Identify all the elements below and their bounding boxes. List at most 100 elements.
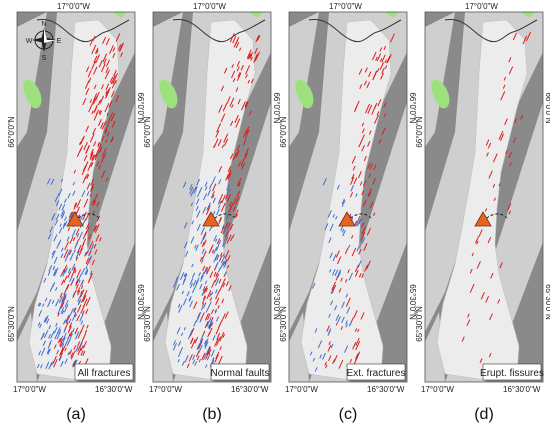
red-fracture: [375, 56, 378, 61]
blue-fracture: [71, 263, 76, 271]
blue-fracture: [189, 183, 193, 190]
red-fracture: [248, 53, 252, 59]
red-fracture: [83, 289, 88, 298]
blue-fracture: [202, 233, 207, 241]
red-fracture: [361, 144, 365, 152]
blue-fracture: [183, 274, 188, 282]
red-fracture: [220, 202, 226, 212]
red-fracture: [218, 283, 224, 292]
red-fracture: [211, 249, 215, 254]
red-fracture: [67, 271, 72, 279]
blue-fracture: [198, 272, 201, 277]
red-fracture: [360, 312, 365, 320]
red-fracture: [102, 36, 107, 45]
red-fracture: [89, 99, 93, 104]
blue-fracture: [324, 223, 329, 230]
blue-fracture: [344, 345, 349, 353]
blue-fracture: [199, 316, 203, 323]
red-fracture: [220, 226, 225, 234]
blue-fracture: [199, 334, 204, 342]
red-fracture: [199, 256, 203, 262]
red-fracture: [247, 79, 250, 84]
red-fracture: [353, 107, 357, 113]
blue-fracture: [46, 348, 50, 354]
red-fracture: [70, 211, 74, 216]
red-fracture: [92, 35, 96, 42]
red-fracture: [224, 138, 229, 146]
red-fracture: [228, 204, 233, 213]
lon-label-bottom-left: 17°0'0"W: [13, 385, 46, 394]
red-fracture: [75, 256, 79, 261]
blue-fracture: [47, 348, 51, 355]
red-fracture: [110, 138, 114, 143]
blue-fracture: [64, 358, 68, 365]
red-fracture: [228, 285, 232, 292]
blue-fracture: [207, 189, 212, 197]
red-fracture: [230, 120, 234, 127]
red-fracture: [229, 153, 234, 160]
blue-fracture: [207, 301, 212, 309]
red-fracture: [110, 112, 116, 122]
lon-label-bottom-left: 17°0'0"W: [421, 385, 454, 394]
blue-fracture: [178, 304, 183, 313]
red-fracture: [229, 223, 234, 231]
blue-fracture: [74, 241, 79, 250]
red-fracture: [222, 277, 226, 285]
red-fracture: [324, 361, 327, 366]
blue-fracture: [214, 262, 219, 270]
red-fracture: [507, 203, 512, 211]
red-fracture: [347, 269, 350, 274]
red-fracture: [189, 327, 195, 337]
lon-label-top: 17°0'0"W: [193, 2, 226, 11]
red-fracture: [65, 314, 71, 324]
red-fracture: [369, 163, 373, 170]
red-fracture: [326, 325, 330, 332]
red-fracture: [206, 346, 212, 355]
red-fracture: [353, 177, 358, 185]
red-fracture: [112, 47, 116, 52]
fracture-zone: [300, 19, 392, 381]
red-fracture: [58, 352, 63, 361]
red-fracture: [59, 347, 64, 357]
red-fracture: [209, 297, 213, 302]
blue-fracture: [195, 314, 200, 323]
red-fracture: [475, 236, 480, 244]
red-fracture: [355, 337, 360, 346]
blue-fracture: [53, 271, 57, 277]
blue-fracture: [64, 267, 68, 273]
blue-fracture: [346, 306, 351, 314]
blue-fracture: [203, 193, 207, 201]
blue-fracture: [86, 191, 90, 196]
red-fracture: [204, 313, 209, 321]
blue-fracture: [183, 241, 188, 249]
red-fracture: [235, 213, 238, 218]
red-fracture: [373, 114, 379, 124]
blue-fracture: [55, 298, 60, 307]
red-fracture: [99, 237, 102, 242]
red-fracture: [205, 208, 210, 216]
blue-fracture: [64, 304, 69, 313]
blue-fracture: [334, 305, 338, 311]
blue-fracture: [188, 296, 192, 302]
blue-fracture: [356, 245, 360, 252]
panel-title-box: [74, 363, 134, 381]
blue-fracture: [62, 269, 67, 277]
blue-fracture: [50, 178, 55, 185]
blue-fracture: [58, 356, 62, 362]
panel-letter: (a): [66, 406, 86, 423]
red-fracture: [355, 340, 361, 351]
red-fracture: [469, 283, 475, 293]
red-fracture: [88, 77, 92, 83]
blue-fracture: [337, 316, 341, 323]
red-fracture: [367, 104, 373, 114]
red-fracture: [97, 99, 102, 106]
red-fracture: [59, 338, 64, 347]
red-fracture: [497, 298, 501, 304]
red-fracture: [366, 260, 371, 270]
blue-fracture: [85, 249, 90, 256]
red-fracture: [522, 35, 528, 45]
red-fracture: [96, 49, 99, 54]
red-fracture: [110, 75, 116, 85]
red-fracture: [232, 152, 237, 161]
red-fracture: [204, 321, 209, 329]
